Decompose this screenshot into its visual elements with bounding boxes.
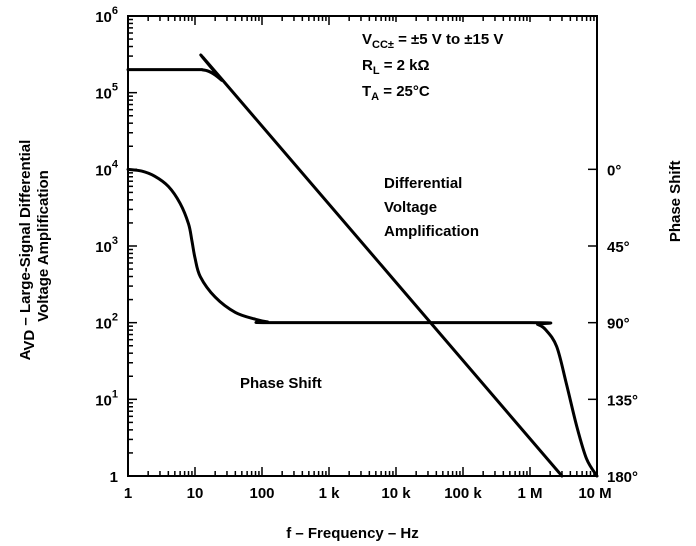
condition-line: TA = 25°C [362, 83, 430, 103]
y-tick-exponent: 5 [112, 82, 118, 94]
axis-titles-group: f – Frequency – Hz AVD – Large-Signal Dif… [17, 140, 684, 542]
y-tick-exponent: 6 [112, 5, 118, 17]
y-left-tick-label: 104 [95, 158, 119, 179]
x-tick-label: 10 [187, 485, 204, 502]
y-title-symbol: A [17, 349, 34, 360]
y-left-tick-label: 102 [95, 312, 118, 333]
condition-value: = 25°C [379, 83, 430, 100]
x-tick-label: 1 [124, 485, 132, 502]
y-tick-base: 10 [95, 9, 112, 26]
tick-marks-group [128, 16, 597, 477]
y-right-axis-title: Phase Shift [667, 160, 684, 242]
y-left-tick-label: 101 [95, 388, 118, 409]
condition-subscript: CC± [372, 39, 394, 51]
y-right-tick-label: 135° [607, 392, 638, 409]
condition-value: = ±5 V to ±15 V [394, 31, 503, 48]
series-group [126, 53, 599, 478]
y-right-tick-label: 45° [607, 239, 630, 256]
y-tick-exponent: 4 [112, 158, 119, 170]
y-tick-base: 10 [95, 392, 112, 409]
x-tick-label: 10 M [578, 485, 611, 502]
condition-line: RL = 2 kΩ [362, 57, 430, 77]
x-tick-label: 100 k [444, 485, 482, 502]
y-tick-base: 10 [95, 239, 112, 256]
condition-subscript: A [371, 91, 379, 103]
condition-symbol: R [362, 57, 373, 74]
condition-line: VCC± = ±5 V to ±15 V [362, 31, 503, 51]
condition-symbol: T [362, 83, 371, 100]
y-right-tick-label: 180° [607, 469, 638, 486]
series-label-gain: Amplification [384, 223, 479, 240]
y-tick-base: 10 [95, 316, 112, 333]
condition-value: = 2 kΩ [380, 57, 430, 74]
y-right-tick-labels: 0° 45° 90° 135° 180° [607, 162, 638, 486]
y-title-text: – Large-Signal Differential [17, 140, 34, 330]
series-label-gain: Differential [384, 175, 462, 192]
y-left-tick-label: 1 [110, 469, 118, 486]
condition-symbol: V [362, 31, 372, 48]
y-left-tick-label: 106 [95, 5, 118, 26]
x-tick-label: 1 M [517, 485, 542, 502]
y-right-tick-label: 90° [607, 316, 630, 333]
y-right-tick-label: 0° [607, 162, 621, 179]
y-title-subscript: VD [21, 330, 38, 351]
x-tick-label: 100 [249, 485, 274, 502]
x-tick-labels: 1 10 100 1 k 10 k 100 k 1 M 10 M [124, 485, 612, 502]
y-left-axis-title-line1: AVD – Large-Signal Differential [17, 140, 38, 361]
y-tick-exponent: 1 [112, 388, 118, 400]
conditions-backdrop [356, 22, 586, 108]
y-left-tick-label: 103 [95, 235, 118, 256]
x-tick-label: 1 k [319, 485, 341, 502]
y-tick-exponent: 3 [112, 235, 118, 247]
y-tick-base: 10 [95, 86, 112, 103]
x-axis-title: f – Frequency – Hz [286, 525, 419, 542]
y-tick-base: 10 [95, 162, 112, 179]
y-left-tick-label: 105 [95, 82, 118, 103]
series-line-gain [126, 53, 564, 478]
series-line-phase [126, 167, 599, 478]
condition-subscript: L [373, 65, 380, 77]
series-label-gain: Voltage [384, 199, 437, 216]
series-label-phase: Phase Shift [240, 375, 322, 392]
y-tick-base: 1 [110, 469, 118, 486]
y-tick-exponent: 2 [112, 312, 118, 324]
y-left-axis-title-line2: Voltage Amplification [35, 170, 52, 322]
x-tick-label: 10 k [381, 485, 411, 502]
annotations-group: VCC± = ±5 V to ±15 V RL = 2 kΩ TA = 25°C Di… [240, 22, 586, 392]
